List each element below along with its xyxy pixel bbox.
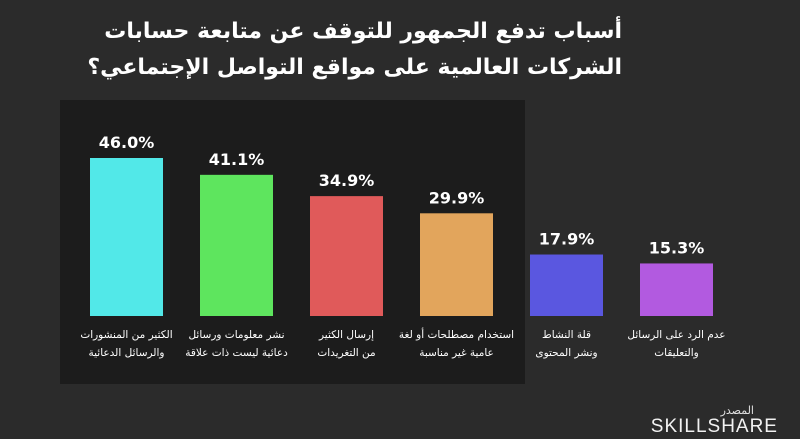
chart-title-line-2: الشركات العالمية على مواقع التواصل الإجت… [87,55,622,80]
chart-title-line-1: أسباب تدفع الجمهور للتوقف عن متابعة حساب… [104,19,622,44]
category-label-6-line-2: والتعليقات [654,347,698,359]
category-label-3-line-1: إرسال الكثير [318,329,374,341]
category-label-6-line-1: عدم الرد على الرسائل [627,329,725,341]
bar-3 [310,196,383,316]
bar-5 [530,254,603,316]
source-label: المصدر [720,404,754,417]
category-label-4-line-2: عامية غير مناسبة [419,347,494,359]
category-label-5-line-2: ونشر المحتوى [535,347,597,359]
value-label-3: 34.9% [319,171,375,190]
category-label-1-line-1: الكثير من المنشورات [80,329,172,341]
category-label-5-line-1: قلة النشاط [542,329,591,341]
value-label-1: 46.0% [99,133,155,152]
category-label-2-line-2: دعائية ليست ذات علاقة [185,347,288,359]
bar-2 [200,174,273,316]
brand-logo: SKILLSHARE [650,416,778,437]
bar-6 [640,263,713,316]
category-label-4-line-1: استخدام مصطلحات أو لغة [399,327,514,341]
value-label-4: 29.9% [429,188,485,207]
value-label-5: 17.9% [539,230,595,249]
bar-1 [90,158,163,316]
category-label-3-line-2: من التغريدات [317,347,375,359]
chart-title: أسباب تدفع الجمهور للتوقف عن متابعة حساب… [22,14,622,86]
value-label-2: 41.1% [209,150,265,169]
category-label-1-line-2: والرسائل الدعائية [88,347,164,359]
category-label-2-line-1: نشر معلومات ورسائل [188,329,284,341]
value-label-6: 15.3% [649,238,705,257]
bar-4 [420,213,493,316]
